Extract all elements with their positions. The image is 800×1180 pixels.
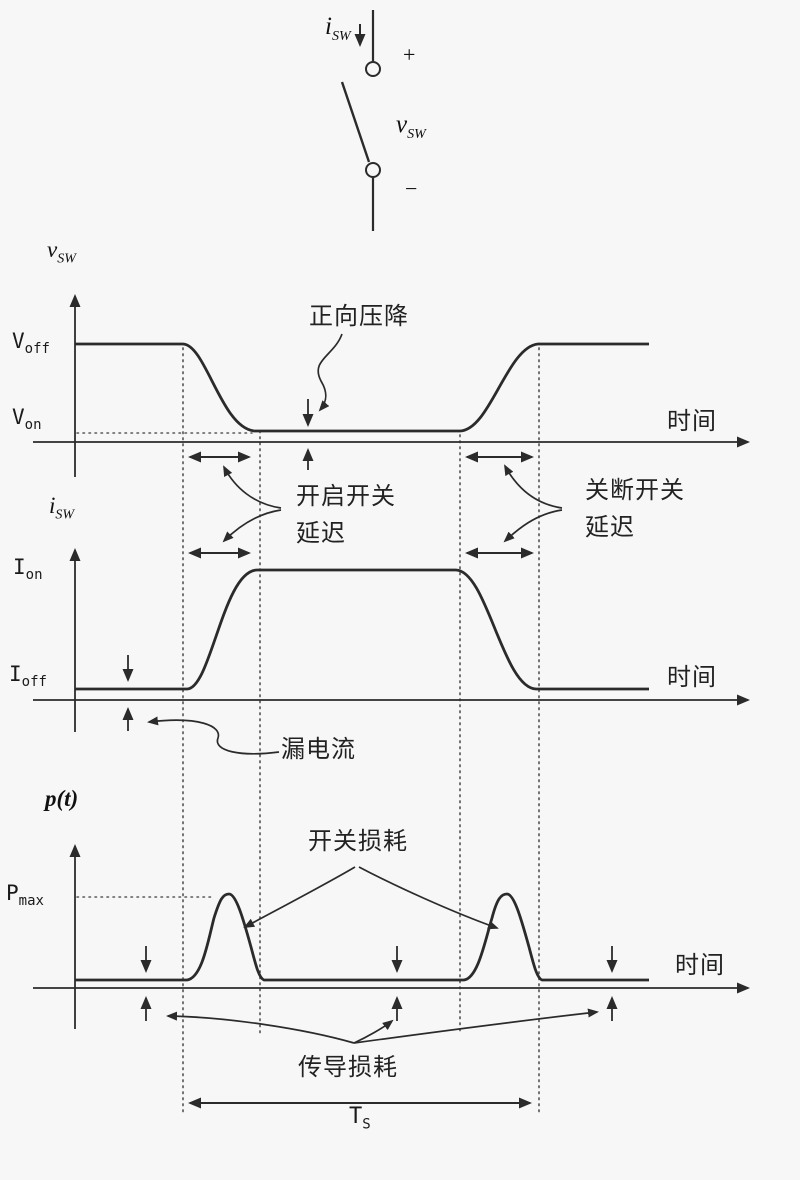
voltage-plot-graphic bbox=[33, 294, 750, 477]
v-off-label: Voff bbox=[12, 329, 50, 358]
current-waveform bbox=[75, 568, 649, 691]
switch-current-label: iSW bbox=[325, 13, 351, 44]
power-waveform bbox=[75, 892, 649, 982]
power-plot-graphic bbox=[33, 844, 750, 1109]
v-on-label: Von bbox=[12, 405, 42, 434]
i-off-label: Ioff bbox=[9, 662, 47, 691]
turn-on-delay-label-line2: 延迟 bbox=[296, 520, 346, 547]
voltage-waveform bbox=[75, 342, 649, 433]
voltage-time-label: 时间 bbox=[667, 408, 717, 435]
current-plot-graphic bbox=[33, 548, 750, 755]
power-axis-label: p(t) bbox=[45, 786, 79, 811]
timing-gridlines bbox=[182, 347, 540, 1113]
turn-on-delay-label-line1: 开启开关 bbox=[296, 483, 396, 510]
delay-arrows bbox=[188, 451, 563, 559]
p-max-label: Pmax bbox=[6, 881, 44, 910]
switching-loss-label: 开关损耗 bbox=[308, 828, 408, 855]
minus-terminal-label: − bbox=[405, 176, 418, 201]
switching-loss-leaders bbox=[243, 866, 499, 930]
switch-symbol-graphic bbox=[340, 10, 381, 231]
conduction-loss-leaders bbox=[166, 1008, 599, 1044]
turn-off-delay-label-line2: 延迟 bbox=[585, 514, 635, 541]
leakage-current-label: 漏电流 bbox=[281, 736, 356, 763]
forward-drop-leader bbox=[317, 333, 343, 412]
forward-drop-label: 正向压降 bbox=[309, 303, 409, 330]
period-label: TS bbox=[349, 1104, 371, 1133]
i-on-label: Ion bbox=[13, 555, 43, 584]
turn-off-delay-label-line1: 关断开关 bbox=[585, 477, 685, 504]
leakage-leader bbox=[147, 716, 280, 755]
voltage-axis-label: vSW bbox=[47, 237, 76, 267]
switch-voltage-label: vSW bbox=[396, 111, 426, 142]
conduction-loss-label: 传导损耗 bbox=[298, 1054, 398, 1081]
conduction-level-arrows bbox=[140, 946, 618, 1021]
plus-terminal-label: + bbox=[403, 42, 416, 67]
current-axis-label: iSW bbox=[49, 493, 75, 523]
switch-blade bbox=[340, 81, 371, 163]
delay-leaders bbox=[222, 464, 563, 543]
power-time-label: 时间 bbox=[675, 952, 725, 979]
current-time-label: 时间 bbox=[667, 664, 717, 691]
